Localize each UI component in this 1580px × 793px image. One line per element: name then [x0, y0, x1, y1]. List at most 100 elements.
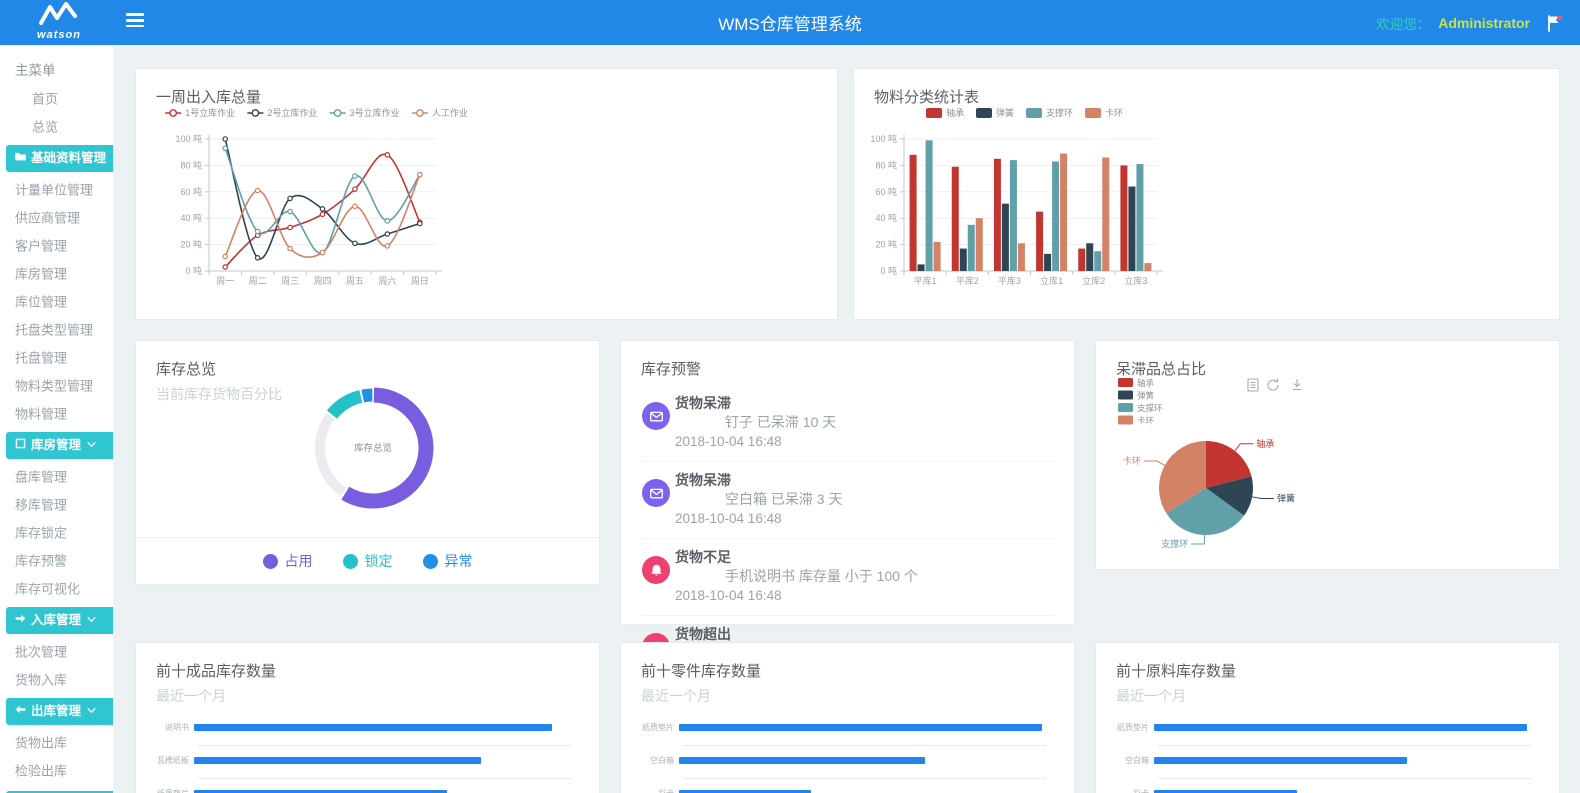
- sidebar-item[interactable]: 计量单位管理: [0, 176, 113, 204]
- bar-支撑环-立库1[interactable]: [1052, 161, 1060, 271]
- bar-轴承-立库3[interactable]: [1120, 165, 1128, 271]
- pie-slice-轴承[interactable]: [1206, 441, 1252, 488]
- donut-segment-占用[interactable]: [312, 387, 434, 509]
- bar-卡环-立库2[interactable]: [1102, 157, 1110, 271]
- hbar-fill[interactable]: [194, 724, 553, 731]
- sidebar-item[interactable]: 出库管理: [6, 698, 113, 725]
- sidebar-item[interactable]: 客户管理: [0, 232, 113, 260]
- hbar-fill[interactable]: [194, 790, 447, 793]
- bar-轴承-立库1[interactable]: [1036, 211, 1044, 271]
- sidebar-item[interactable]: 物料管理: [0, 400, 113, 428]
- alert-item[interactable]: 货物呆滞 钉子 已呆滞 10 天 2018-10-04 16:48: [641, 385, 1054, 462]
- legend-item[interactable]: 1号立库作业: [165, 107, 235, 118]
- download-icon[interactable]: [1293, 379, 1301, 391]
- bar-弹簧-立库3[interactable]: [1128, 186, 1136, 271]
- sidebar-item[interactable]: 托盘类型管理: [0, 316, 113, 344]
- hbar-fill[interactable]: [1154, 757, 1407, 764]
- bar-支撑环-平库2[interactable]: [967, 224, 975, 271]
- pie-legend-item[interactable]: 轴承: [1118, 378, 1155, 388]
- bar-弹簧-立库1[interactable]: [1044, 253, 1052, 271]
- bar-支撑环-平库1[interactable]: [925, 140, 933, 271]
- pie-legend-item[interactable]: 卡环: [1118, 415, 1155, 426]
- sidebar-item[interactable]: 货物出库: [0, 729, 113, 757]
- legend-item[interactable]: 3号立库作业: [329, 107, 400, 118]
- data-view-icon[interactable]: [1247, 378, 1259, 392]
- sidebar-item[interactable]: 检验出库: [0, 757, 113, 785]
- legend-label: 异常: [444, 553, 473, 569]
- restore-icon[interactable]: [1267, 378, 1279, 391]
- bar-卡环-平库3[interactable]: [1017, 243, 1025, 271]
- legend-item[interactable]: 弹簧: [976, 107, 1014, 118]
- hbar-fill[interactable]: [194, 757, 481, 764]
- legend-item[interactable]: 支撑环: [1026, 107, 1073, 118]
- menu-toggle-button[interactable]: [126, 13, 148, 31]
- bar-轴承-平库1[interactable]: [909, 154, 917, 271]
- hbar-fill[interactable]: [679, 724, 1043, 731]
- bar-弹簧-平库1[interactable]: [917, 264, 925, 271]
- pie-slice-卡环[interactable]: [1159, 441, 1206, 514]
- bar-轴承-立库2[interactable]: [1078, 248, 1086, 271]
- sidebar-item[interactable]: 盘库管理: [0, 463, 113, 491]
- svg-text:0 吨: 0 吨: [880, 265, 897, 276]
- hbar-fill[interactable]: [679, 757, 925, 764]
- bar-弹簧-立库2[interactable]: [1086, 243, 1094, 271]
- legend-item[interactable]: 轴承: [926, 107, 964, 118]
- bar-弹簧-平库3[interactable]: [1001, 203, 1009, 271]
- pie-legend-item[interactable]: 支撑环: [1118, 403, 1163, 413]
- sidebar-item[interactable]: 基础资料管理: [6, 145, 113, 172]
- bar-卡环-平库2[interactable]: [975, 218, 983, 271]
- sidebar-item[interactable]: 供应商管理: [0, 204, 113, 232]
- alert-item[interactable]: 货物不足 手机说明书 库存量 小于 100 个 2018-10-04 16:48: [641, 539, 1054, 616]
- sidebar-item-label: 供应商管理: [15, 210, 81, 226]
- sidebar-item[interactable]: 总览: [0, 113, 113, 141]
- bar-支撑环-立库2[interactable]: [1094, 251, 1102, 271]
- hbar-track: [1154, 790, 1531, 793]
- home-icon: [15, 91, 28, 104]
- username[interactable]: Administrator: [1438, 14, 1530, 31]
- sidebar-item[interactable]: 物料类型管理: [0, 372, 113, 400]
- alert-item[interactable]: 货物呆滞 空白箱 已呆滞 3 天 2018-10-04 16:48: [641, 462, 1054, 539]
- donut-legend-item[interactable]: 占用: [262, 551, 313, 571]
- weekly-io-line-chart: 0 吨 20 吨 40 吨 60 吨 80 吨 100 吨周一 周二 周三 周四 周五 周六 周日 1号…: [151, 99, 611, 309]
- sidebar-item[interactable]: 移库管理: [0, 491, 113, 519]
- bar-卡环-平库1[interactable]: [933, 241, 941, 271]
- bar-轴承-平库3[interactable]: [993, 158, 1001, 271]
- hbar-fill[interactable]: [679, 790, 812, 793]
- donut-legend-item[interactable]: 锁定: [342, 551, 393, 571]
- hbar-row: 空白箱: [621, 752, 1074, 785]
- overview-icon: [15, 119, 28, 132]
- sidebar-item[interactable]: 首页: [0, 85, 113, 113]
- sidebar-item[interactable]: 库存锁定: [0, 519, 113, 547]
- sidebar-item[interactable]: 库存预警: [0, 547, 113, 575]
- sidebar-item[interactable]: 批次管理: [0, 638, 113, 666]
- sidebar-item[interactable]: 库房管理: [0, 260, 113, 288]
- sidebar-item[interactable]: 库存可视化: [0, 575, 113, 603]
- bar-卡环-立库3[interactable]: [1144, 263, 1152, 271]
- legend-item[interactable]: 人工作业: [411, 107, 468, 118]
- bar-支撑环-平库3[interactable]: [1009, 160, 1017, 271]
- envelope-icon: [642, 479, 670, 507]
- logo[interactable]: watson: [16, 1, 102, 41]
- sidebar-item[interactable]: 库位管理: [0, 288, 113, 316]
- donut-legend-item[interactable]: 异常: [422, 551, 473, 571]
- pie-slice-支撑环[interactable]: [1166, 488, 1245, 535]
- bar-支撑环-立库3[interactable]: [1136, 164, 1144, 271]
- pie-slice-弹簧[interactable]: [1206, 476, 1253, 516]
- legend-item[interactable]: 2号立库作业: [247, 107, 317, 118]
- sidebar-item[interactable]: 托盘管理: [0, 344, 113, 372]
- sidebar-item-partial[interactable]: [6, 791, 113, 793]
- hbar-fill[interactable]: [1154, 724, 1528, 731]
- sidebar-item[interactable]: 库房管理: [6, 432, 113, 459]
- bar-轴承-平库2[interactable]: [951, 166, 959, 271]
- hbar-fill[interactable]: [1154, 790, 1298, 793]
- flag-icon[interactable]: [1544, 13, 1564, 33]
- svg-text:平库2: 平库2: [956, 275, 979, 286]
- legend-item[interactable]: 卡环: [1085, 107, 1123, 118]
- sidebar-item[interactable]: 货物入库: [0, 666, 113, 694]
- bar-弹簧-平库2[interactable]: [959, 248, 967, 271]
- hbar-label: 空白箱: [650, 756, 674, 765]
- sidebar-item[interactable]: 入库管理: [6, 607, 113, 634]
- pie-legend-item[interactable]: 弹簧: [1118, 390, 1155, 401]
- bar-卡环-立库1[interactable]: [1060, 153, 1068, 271]
